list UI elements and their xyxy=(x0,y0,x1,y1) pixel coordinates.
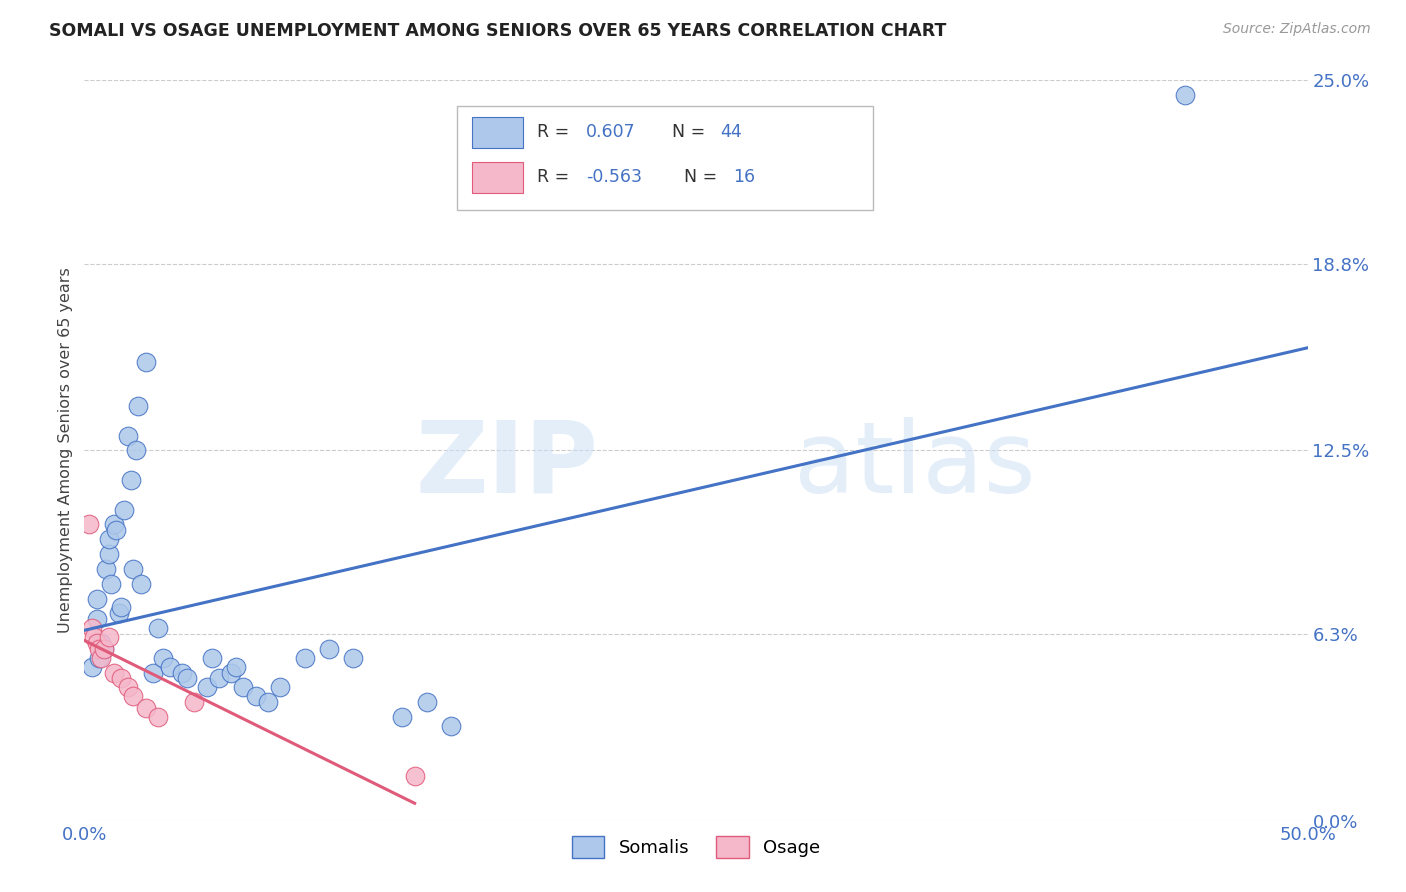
Point xyxy=(146,621,169,635)
Text: ZIP: ZIP xyxy=(415,417,598,514)
Point xyxy=(225,659,247,673)
Point xyxy=(86,612,108,626)
Point xyxy=(152,650,174,665)
Point xyxy=(105,524,128,538)
Text: R =: R = xyxy=(537,168,575,186)
Point xyxy=(97,547,120,561)
Point xyxy=(391,710,413,724)
Point xyxy=(183,695,205,709)
Point xyxy=(122,562,145,576)
Point xyxy=(208,672,231,686)
Point xyxy=(103,517,125,532)
Point xyxy=(416,695,439,709)
Point xyxy=(127,399,149,413)
Point xyxy=(176,672,198,686)
Point xyxy=(117,428,139,442)
Point xyxy=(96,562,118,576)
Text: Source: ZipAtlas.com: Source: ZipAtlas.com xyxy=(1223,22,1371,37)
Point xyxy=(110,600,132,615)
Legend: Somalis, Osage: Somalis, Osage xyxy=(562,827,830,867)
Point xyxy=(80,659,103,673)
Point xyxy=(257,695,280,709)
Point xyxy=(120,473,142,487)
Point xyxy=(86,636,108,650)
Text: SOMALI VS OSAGE UNEMPLOYMENT AMONG SENIORS OVER 65 YEARS CORRELATION CHART: SOMALI VS OSAGE UNEMPLOYMENT AMONG SENIO… xyxy=(49,22,946,40)
Point xyxy=(110,672,132,686)
Point xyxy=(103,665,125,680)
Point xyxy=(86,591,108,606)
Point xyxy=(122,690,145,704)
FancyBboxPatch shape xyxy=(472,161,523,193)
Point xyxy=(83,630,105,644)
Point xyxy=(80,621,103,635)
Point xyxy=(200,650,222,665)
Point xyxy=(142,665,165,680)
Point xyxy=(77,517,100,532)
Point xyxy=(100,576,122,591)
FancyBboxPatch shape xyxy=(457,106,873,210)
Point xyxy=(87,650,110,665)
Point xyxy=(135,701,157,715)
Y-axis label: Unemployment Among Seniors over 65 years: Unemployment Among Seniors over 65 years xyxy=(58,268,73,633)
Point xyxy=(195,681,218,695)
Point xyxy=(318,641,340,656)
Point xyxy=(159,659,181,673)
Point xyxy=(146,710,169,724)
Point xyxy=(117,681,139,695)
Point xyxy=(404,769,426,783)
FancyBboxPatch shape xyxy=(472,118,523,148)
Point xyxy=(172,665,194,680)
Text: 16: 16 xyxy=(733,168,755,186)
Point xyxy=(93,641,115,656)
Point xyxy=(135,354,157,368)
Point xyxy=(1174,88,1197,103)
Point xyxy=(93,641,115,656)
Point xyxy=(342,650,364,665)
Point xyxy=(245,690,267,704)
Point xyxy=(107,607,129,621)
Point xyxy=(294,650,316,665)
Text: R =: R = xyxy=(537,123,575,141)
Point xyxy=(87,641,110,656)
Point xyxy=(90,636,112,650)
Text: 0.607: 0.607 xyxy=(586,123,636,141)
Point xyxy=(232,681,254,695)
Point xyxy=(440,719,463,733)
Point xyxy=(125,443,148,458)
Point xyxy=(219,665,242,680)
Text: atlas: atlas xyxy=(794,417,1035,514)
Point xyxy=(129,576,152,591)
Text: N =: N = xyxy=(683,168,723,186)
Point xyxy=(90,650,112,665)
Text: 44: 44 xyxy=(720,123,742,141)
Point xyxy=(269,681,291,695)
Point xyxy=(97,533,120,547)
Text: N =: N = xyxy=(672,123,710,141)
Point xyxy=(112,502,135,516)
Point xyxy=(97,630,120,644)
Text: -0.563: -0.563 xyxy=(586,168,643,186)
